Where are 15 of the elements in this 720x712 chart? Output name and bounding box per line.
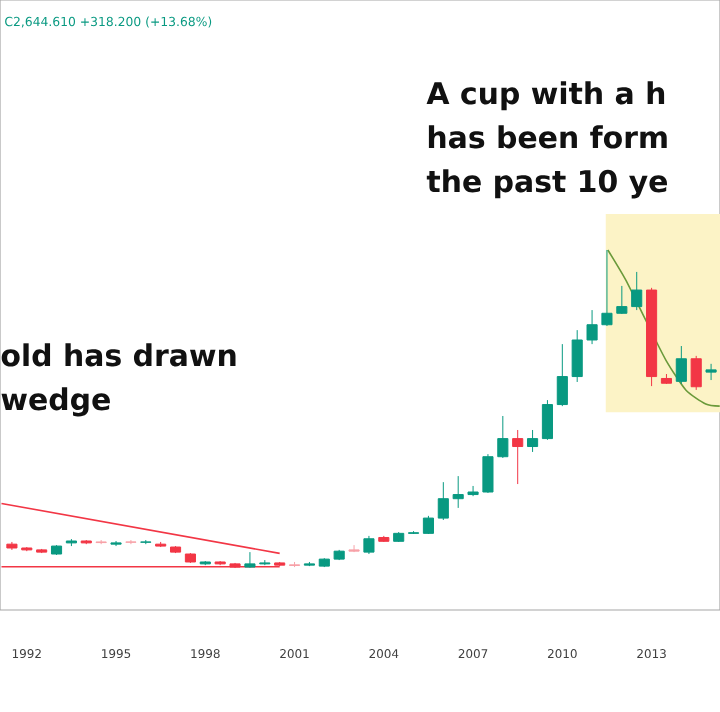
candlestick [705, 363, 717, 381]
candlestick [675, 345, 687, 385]
text: A cup with a h [426, 81, 665, 111]
candlestick [363, 535, 375, 555]
text: has been form [428, 125, 667, 149]
candlestick [541, 399, 553, 441]
candlestick [512, 429, 524, 485]
candlestick [422, 515, 434, 535]
candlestick [690, 355, 702, 391]
candlestick [527, 429, 539, 453]
text: the past 10 ye [426, 169, 667, 199]
candlestick [348, 544, 360, 553]
candlestick [125, 539, 137, 545]
annotation: wedge [1, 387, 110, 417]
annotation: old has drawn [1, 343, 236, 367]
